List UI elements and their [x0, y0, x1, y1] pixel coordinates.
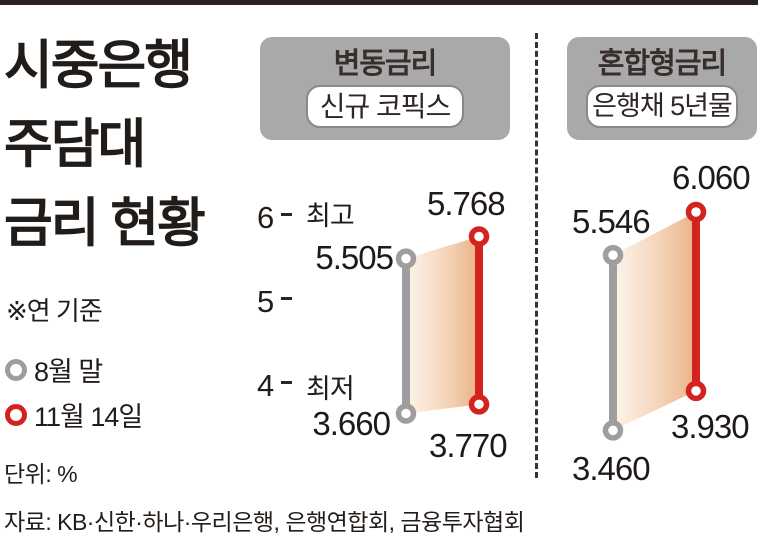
- value-label: 3.460: [572, 450, 651, 487]
- panel-header-variable-rate: 변동금리 신규 코픽스: [260, 37, 510, 140]
- source-label: 자료: KB·신한·하나·우리은행, 은행연합회, 금융투자협회: [4, 509, 525, 535]
- panel-title: 혼합형금리: [597, 48, 727, 80]
- y-axis-tick-4: 4: [257, 368, 293, 404]
- y-axis-tick-5: 5: [257, 284, 293, 320]
- panel-subtitle-badge: 은행채 5년물: [586, 85, 738, 128]
- panel-title: 변동금리: [333, 48, 438, 80]
- top-rule: [0, 0, 758, 5]
- tick-label: 4: [257, 368, 275, 403]
- legend-item-nov-14: 11월 14일: [5, 395, 143, 434]
- unit-label: 단위: %: [4, 461, 78, 487]
- tick-label: 6: [257, 200, 275, 235]
- page-title: 시중은행 주담대 금리 현황: [4, 26, 206, 263]
- tick-mark: [281, 212, 293, 216]
- page-title-line: 금리 현황: [4, 194, 206, 253]
- panel-subtitle-badge: 신규 코픽스: [305, 85, 465, 128]
- row-label-min: 최저: [306, 374, 355, 404]
- aug-end-marker-icon: [5, 358, 27, 381]
- page-title-line: 주담대: [4, 115, 146, 174]
- value-label: 3.930: [671, 408, 750, 445]
- value-label: 6.060: [672, 159, 751, 196]
- basis-note: ※연 기준: [6, 296, 103, 326]
- value-label: 5.768: [427, 185, 506, 222]
- y-axis-tick-6: 6: [257, 200, 293, 236]
- value-label: 3.660: [312, 405, 391, 442]
- value-label: 5.505: [315, 239, 394, 276]
- value-label: 3.770: [429, 427, 508, 464]
- value-label: 5.546: [572, 203, 651, 240]
- tick-label: 5: [257, 284, 275, 319]
- panel-divider: [535, 33, 538, 478]
- legend-item-aug-end: 8월 말: [5, 350, 103, 389]
- legend-label: 11월 14일: [34, 402, 143, 432]
- nov-14-marker-icon: [5, 403, 27, 426]
- page-title-line: 시중은행: [4, 36, 193, 95]
- legend-label: 8월 말: [34, 357, 103, 387]
- panel-header-mixed-rate: 혼합형금리 은행채 5년물: [567, 37, 757, 140]
- tick-mark: [281, 296, 293, 300]
- tick-mark: [281, 380, 293, 384]
- row-label-max: 최고: [306, 201, 355, 231]
